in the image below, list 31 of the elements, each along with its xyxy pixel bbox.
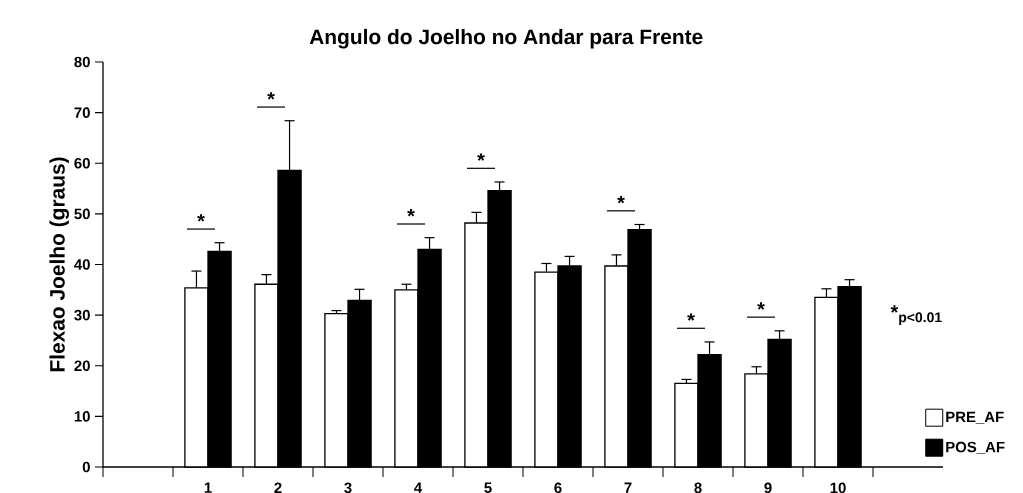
chart-title: Angulo do Joelho no Andar para Frente xyxy=(309,28,703,49)
x-tick-label: 10 xyxy=(830,482,846,493)
y-tick-label: 10 xyxy=(74,411,90,422)
x-tick-label: 1 xyxy=(204,482,212,493)
legend-label: POS_AF xyxy=(946,441,1005,454)
x-tick-label: 2 xyxy=(274,482,282,493)
y-tick-label: 50 xyxy=(74,208,90,220)
y-tick-label: 30 xyxy=(74,309,90,321)
annotation: * xyxy=(407,209,415,217)
annotation: * xyxy=(757,302,765,310)
x-tick-label: 4 xyxy=(414,482,423,493)
x-tick-label: 6 xyxy=(554,482,562,493)
y-tick-label: 60 xyxy=(74,157,90,169)
y-tick-label: 40 xyxy=(74,259,90,270)
text: *$_{p<0.01}$ xyxy=(890,305,942,325)
y-tick-label: 20 xyxy=(74,360,90,372)
x-tick-label: 7 xyxy=(624,482,632,493)
annotation: * xyxy=(477,153,485,161)
x-tick-label: 3 xyxy=(344,482,352,493)
x-tick-label: 9 xyxy=(764,482,772,493)
annotation: * xyxy=(197,214,205,222)
legend-label: PRE_AF xyxy=(946,411,1004,424)
y-axis-title: Flexao Joelho (graus) xyxy=(49,157,70,372)
y-tick-label: 80 xyxy=(74,56,90,68)
annotation: * xyxy=(267,92,275,100)
x-tick-label: 5 xyxy=(484,482,492,493)
y-tick-label: 0 xyxy=(82,461,90,473)
y-tick-label: 70 xyxy=(74,107,90,118)
annotation: * xyxy=(617,195,625,204)
x-tick-label: 8 xyxy=(694,482,702,493)
annotation: * xyxy=(687,313,695,321)
